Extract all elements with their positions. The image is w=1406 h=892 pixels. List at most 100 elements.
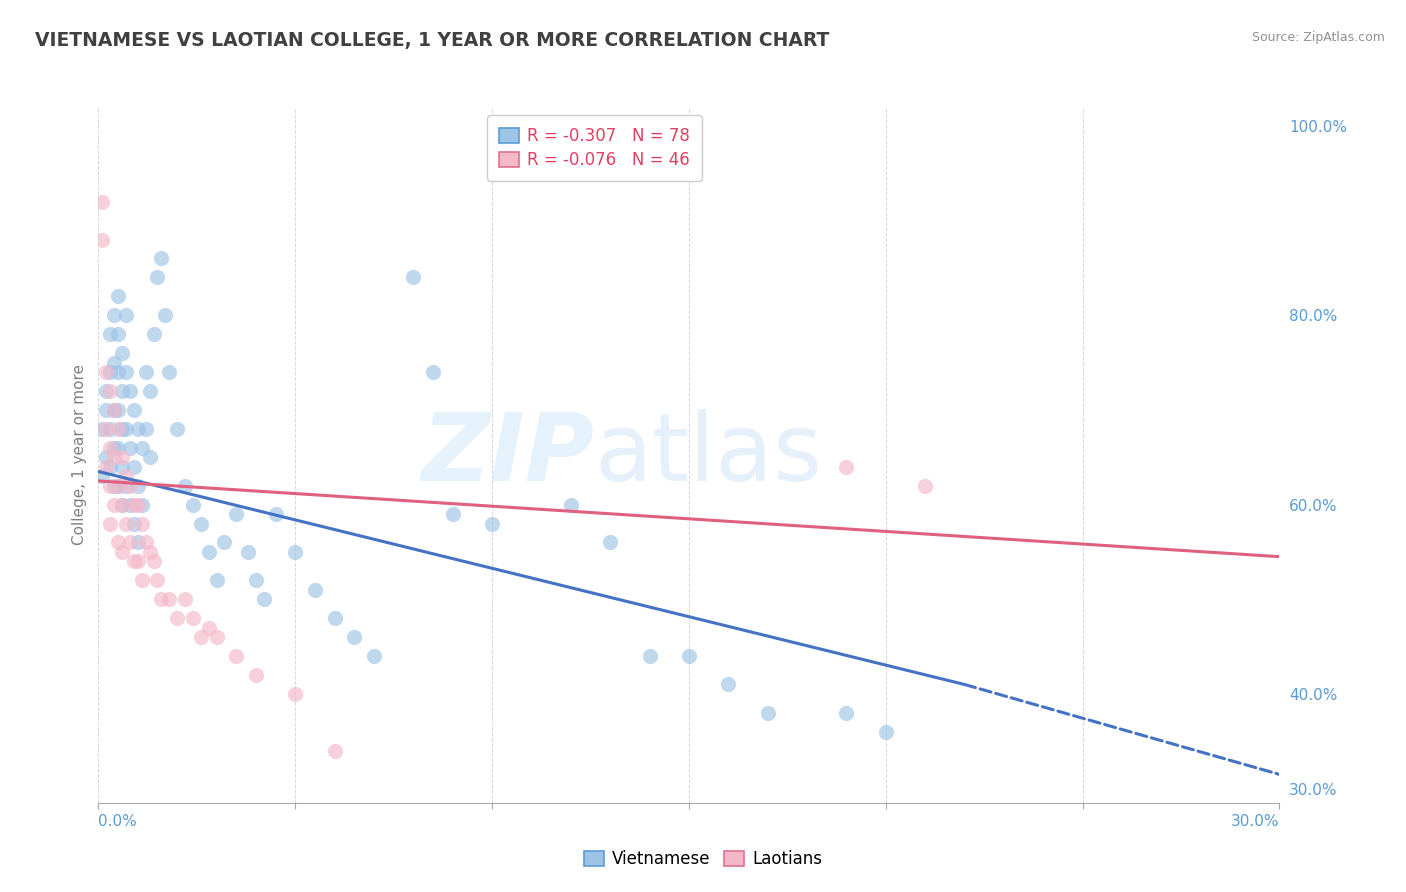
- Point: [111, 346, 134, 360]
- Point: [96, 422, 118, 436]
- Point: [98, 516, 121, 531]
- Point: [122, 516, 145, 531]
- Legend: Vietnamese, Laotians: Vietnamese, Laotians: [576, 844, 830, 875]
- Point: [91, 233, 114, 247]
- Point: [441, 507, 464, 521]
- Point: [107, 478, 129, 492]
- Point: [181, 611, 204, 625]
- Point: [103, 403, 125, 417]
- Point: [118, 441, 141, 455]
- Point: [756, 706, 779, 720]
- Point: [127, 478, 149, 492]
- Point: [481, 516, 503, 531]
- Point: [103, 308, 125, 322]
- Point: [197, 621, 219, 635]
- Point: [142, 554, 165, 568]
- Point: [138, 450, 160, 465]
- Point: [103, 478, 125, 492]
- Point: [131, 574, 153, 588]
- Point: [166, 611, 188, 625]
- Point: [284, 545, 307, 559]
- Point: [91, 194, 114, 209]
- Point: [103, 441, 125, 455]
- Point: [127, 554, 149, 568]
- Point: [264, 507, 287, 521]
- Point: [131, 441, 153, 455]
- Point: [131, 516, 153, 531]
- Point: [115, 308, 138, 322]
- Point: [107, 422, 129, 436]
- Point: [96, 459, 118, 474]
- Point: [146, 270, 169, 285]
- Point: [98, 384, 121, 398]
- Point: [96, 384, 118, 398]
- Point: [174, 592, 197, 607]
- Point: [122, 498, 145, 512]
- Point: [107, 403, 129, 417]
- Text: 30.0%: 30.0%: [1232, 814, 1279, 830]
- Point: [875, 724, 897, 739]
- Point: [115, 478, 138, 492]
- Point: [127, 498, 149, 512]
- Point: [343, 630, 366, 644]
- Point: [111, 450, 134, 465]
- Point: [181, 498, 204, 512]
- Point: [131, 498, 153, 512]
- Point: [107, 327, 129, 342]
- Point: [111, 422, 134, 436]
- Point: [835, 459, 858, 474]
- Point: [197, 545, 219, 559]
- Point: [190, 630, 212, 644]
- Text: 0.0%: 0.0%: [98, 814, 138, 830]
- Point: [323, 744, 346, 758]
- Point: [146, 574, 169, 588]
- Point: [118, 384, 141, 398]
- Point: [98, 422, 121, 436]
- Text: VIETNAMESE VS LAOTIAN COLLEGE, 1 YEAR OR MORE CORRELATION CHART: VIETNAMESE VS LAOTIAN COLLEGE, 1 YEAR OR…: [35, 31, 830, 50]
- Point: [135, 422, 157, 436]
- Point: [107, 289, 129, 303]
- Point: [98, 441, 121, 455]
- Point: [98, 478, 121, 492]
- Point: [142, 327, 165, 342]
- Text: ZIP: ZIP: [422, 409, 595, 501]
- Point: [157, 365, 180, 379]
- Point: [111, 498, 134, 512]
- Point: [107, 478, 129, 492]
- Point: [118, 535, 141, 549]
- Point: [103, 403, 125, 417]
- Point: [111, 545, 134, 559]
- Point: [115, 365, 138, 379]
- Text: Source: ZipAtlas.com: Source: ZipAtlas.com: [1251, 31, 1385, 45]
- Point: [91, 422, 114, 436]
- Point: [422, 365, 444, 379]
- Point: [115, 469, 138, 483]
- Point: [245, 574, 267, 588]
- Point: [103, 356, 125, 370]
- Point: [138, 384, 160, 398]
- Point: [127, 422, 149, 436]
- Point: [638, 649, 661, 664]
- Point: [118, 478, 141, 492]
- Point: [135, 535, 157, 549]
- Point: [157, 592, 180, 607]
- Point: [214, 535, 236, 549]
- Point: [253, 592, 276, 607]
- Point: [98, 459, 121, 474]
- Point: [284, 687, 307, 701]
- Point: [363, 649, 385, 664]
- Point: [107, 441, 129, 455]
- Point: [150, 592, 173, 607]
- Point: [678, 649, 700, 664]
- Point: [98, 327, 121, 342]
- Point: [225, 507, 247, 521]
- Point: [236, 545, 259, 559]
- Point: [190, 516, 212, 531]
- Point: [166, 422, 188, 436]
- Point: [107, 365, 129, 379]
- Point: [98, 365, 121, 379]
- Point: [103, 498, 125, 512]
- Point: [245, 668, 267, 682]
- Point: [205, 574, 228, 588]
- Point: [323, 611, 346, 625]
